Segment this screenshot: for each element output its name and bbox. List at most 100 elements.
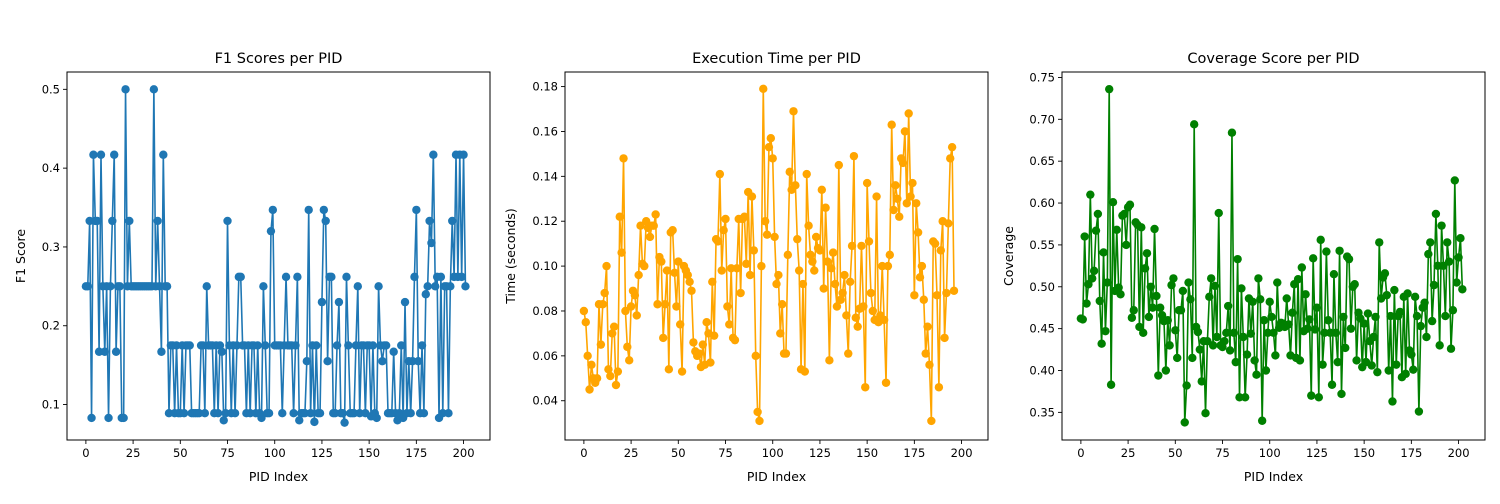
- data-point: [583, 351, 592, 361]
- x-tick-label: 200: [1448, 446, 1470, 460]
- data-point: [1220, 337, 1229, 346]
- data-point: [1182, 381, 1191, 390]
- plot-frame: [564, 71, 989, 441]
- data-point: [832, 302, 842, 311]
- data-point: [819, 284, 828, 293]
- data-point: [823, 257, 832, 266]
- data-point: [649, 221, 658, 230]
- data-point: [936, 246, 945, 255]
- data-point: [1233, 254, 1242, 264]
- data-point: [236, 272, 245, 282]
- data-point: [1322, 247, 1331, 256]
- x-axis-label: PID Index: [747, 469, 806, 484]
- data-point: [934, 383, 944, 392]
- data-point: [215, 341, 225, 350]
- data-point: [334, 297, 344, 307]
- data-point: [1225, 346, 1235, 355]
- y-tick-label: 0.60: [1029, 196, 1055, 210]
- data-point: [1301, 290, 1310, 299]
- y-tick-label: 0.3: [42, 240, 60, 254]
- data-point: [774, 270, 783, 280]
- data-point: [1273, 278, 1282, 287]
- data-series: [579, 84, 959, 426]
- data-point: [1333, 357, 1342, 367]
- data-point: [159, 150, 168, 159]
- data-point: [740, 212, 749, 221]
- data-point: [772, 279, 781, 289]
- data-point: [1271, 351, 1280, 360]
- data-point: [1212, 332, 1222, 342]
- data-point: [946, 154, 955, 163]
- data-point: [755, 416, 764, 426]
- data-point: [664, 365, 674, 374]
- data-point: [1078, 315, 1087, 324]
- data-point: [611, 380, 621, 390]
- data-point: [1237, 284, 1246, 293]
- data-point: [410, 272, 419, 282]
- data-point: [1444, 257, 1454, 266]
- data-point: [1122, 240, 1131, 250]
- data-point: [685, 277, 694, 286]
- data-point: [623, 342, 632, 352]
- y-tick-label: 0.40: [1029, 364, 1055, 378]
- y-tick-label: 0.55: [1029, 238, 1055, 252]
- data-point: [93, 216, 102, 226]
- data-point: [1335, 246, 1344, 255]
- data-point: [900, 127, 910, 136]
- data-point: [115, 282, 125, 291]
- data-point: [942, 288, 951, 298]
- data-point: [908, 178, 917, 188]
- data-point: [338, 409, 347, 418]
- data-point: [1426, 238, 1435, 247]
- data-point: [1210, 281, 1220, 291]
- plot-frame: [66, 71, 491, 441]
- data-point: [1223, 301, 1233, 311]
- data-point: [1392, 360, 1401, 369]
- axis-ticks: 0 25 50 75 100 125 150 175 200 0.35 0.40 0.45 0.50 0.…: [1029, 70, 1469, 460]
- data-point: [861, 383, 870, 392]
- data-point: [374, 282, 383, 291]
- data-point: [1257, 416, 1267, 425]
- data-point: [1441, 311, 1450, 321]
- data-point: [1108, 198, 1118, 207]
- data-point: [461, 282, 470, 291]
- x-tick-label: 125: [1306, 446, 1328, 460]
- data-point: [1148, 303, 1157, 312]
- data-point: [687, 286, 696, 295]
- data-point: [713, 237, 723, 246]
- data-point: [585, 385, 594, 394]
- data-point: [1161, 366, 1171, 375]
- x-tick-label: 125: [809, 446, 831, 460]
- data-point: [119, 413, 128, 423]
- data-point: [904, 109, 913, 118]
- data-point: [913, 228, 923, 237]
- data-point: [760, 217, 770, 226]
- data-point: [1089, 266, 1099, 276]
- data-point: [1284, 320, 1293, 329]
- data-point: [372, 413, 381, 423]
- y-tick-label: 0.18: [532, 80, 558, 94]
- data-point: [1172, 353, 1182, 363]
- data-point: [1091, 226, 1101, 235]
- data-point: [459, 150, 468, 159]
- data-point: [592, 374, 602, 383]
- y-tick-label: 0.50: [1029, 280, 1055, 294]
- data-point: [417, 341, 427, 350]
- data-point: [759, 84, 768, 94]
- x-tick-label: 25: [126, 446, 141, 460]
- x-tick-label: 50: [1168, 446, 1183, 460]
- x-tick-label: 175: [903, 446, 925, 460]
- data-point: [1189, 120, 1199, 129]
- data-point: [923, 322, 932, 331]
- data-point: [915, 273, 925, 282]
- data-point: [1367, 361, 1376, 370]
- data-point: [1205, 292, 1214, 302]
- data-point: [609, 322, 619, 331]
- data-point: [1346, 324, 1356, 333]
- data-point: [1390, 285, 1399, 295]
- data-point: [1282, 294, 1291, 303]
- data-point: [368, 341, 378, 350]
- data-point: [1369, 332, 1378, 342]
- x-tick-label: 100: [264, 446, 286, 460]
- data-point: [87, 413, 96, 423]
